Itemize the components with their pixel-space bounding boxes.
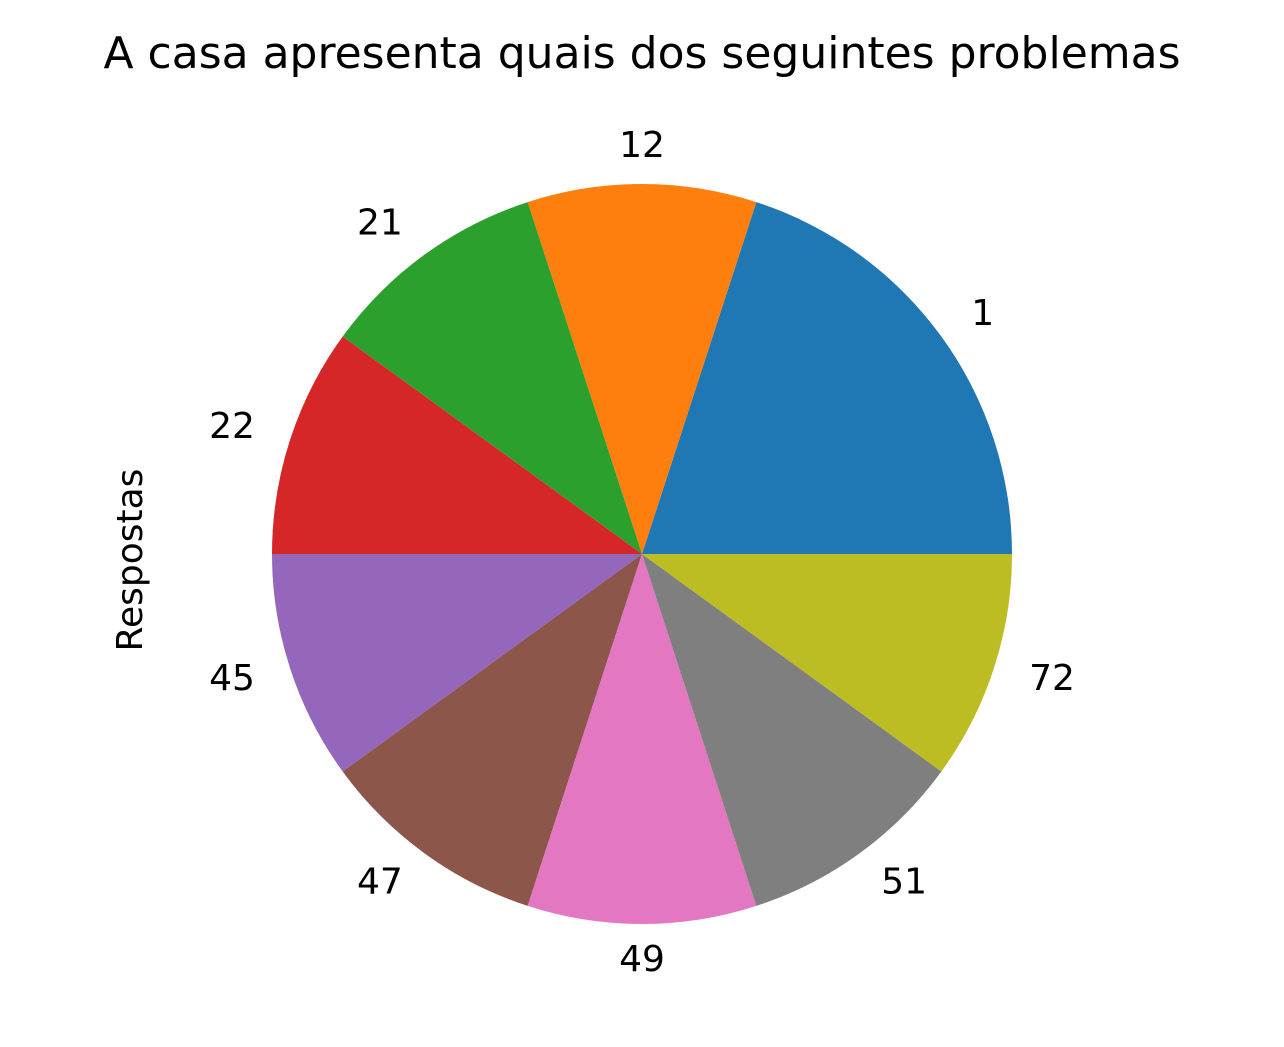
slice-label-21: 21 — [357, 203, 403, 244]
y-axis-label: Respostas — [110, 469, 151, 652]
pie-slice-72 — [642, 554, 1012, 772]
pie-slice-1 — [642, 202, 1012, 555]
slice-label-72: 72 — [1029, 658, 1075, 699]
slice-label-49: 49 — [619, 939, 665, 980]
chart-title: A casa apresenta quais dos seguintes pro… — [103, 28, 1180, 79]
slice-label-47: 47 — [357, 861, 403, 902]
pie-slice-49 — [527, 554, 757, 925]
slice-label-12: 12 — [619, 125, 665, 166]
pie-slice-51 — [642, 554, 942, 906]
pie-slice-22 — [272, 336, 642, 554]
pie-slice-12 — [527, 183, 757, 555]
slice-label-45: 45 — [209, 658, 255, 699]
slice-label-51: 51 — [881, 861, 927, 902]
pie-labels: 1 12 21 22 45 47 49 51 72 — [209, 125, 1075, 980]
pie-slice-45 — [272, 554, 642, 772]
pie-slice-47 — [342, 554, 642, 906]
pie-slices — [272, 183, 1012, 925]
slice-label-1: 1 — [971, 293, 994, 334]
slice-label-22: 22 — [209, 406, 255, 447]
pie-slice-21 — [342, 202, 642, 555]
